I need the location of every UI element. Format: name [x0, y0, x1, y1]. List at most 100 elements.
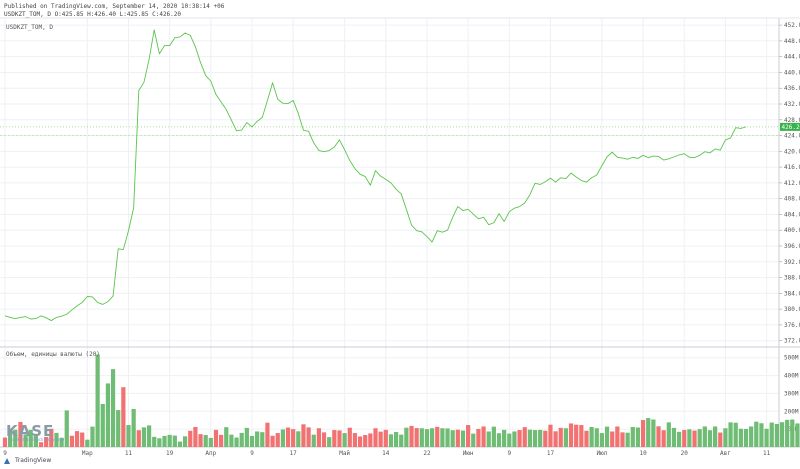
volume-bar[interactable] [728, 422, 733, 447]
volume-bar[interactable] [342, 433, 347, 447]
volume-bar[interactable] [378, 431, 383, 447]
volume-bar[interactable] [157, 438, 162, 447]
volume-bar[interactable] [682, 430, 687, 447]
volume-bar[interactable] [445, 428, 450, 447]
volume-bar[interactable] [49, 428, 54, 447]
volume-bar[interactable] [656, 426, 661, 447]
volume-bar[interactable] [543, 430, 548, 447]
volume-bar[interactable] [779, 422, 785, 447]
volume-bar[interactable] [517, 430, 522, 447]
volume-bar[interactable] [538, 429, 543, 447]
volume-bar[interactable] [574, 424, 579, 447]
volume-bar[interactable] [584, 430, 589, 447]
volume-bar[interactable] [743, 428, 749, 447]
volume-bar[interactable] [455, 429, 460, 447]
volume-bar[interactable] [90, 426, 95, 447]
volume-bar[interactable] [255, 431, 260, 447]
volume-bar[interactable] [440, 428, 445, 447]
volume-bar[interactable] [28, 429, 33, 447]
volume-bar[interactable] [95, 354, 100, 448]
volume-bar[interactable] [188, 430, 193, 447]
volume-bar[interactable] [270, 435, 275, 447]
volume-bar[interactable] [203, 435, 208, 447]
volume-bar[interactable] [450, 430, 455, 447]
volume-bar[interactable] [471, 433, 476, 447]
volume-bar[interactable] [476, 428, 481, 447]
volume-bar[interactable] [260, 432, 265, 447]
volume-bar[interactable] [718, 432, 723, 447]
price-line-series[interactable] [4, 29, 747, 322]
volume-bar[interactable] [213, 429, 219, 447]
volume-bar[interactable] [620, 432, 625, 447]
volume-bar[interactable] [80, 432, 85, 447]
volume-bar[interactable] [522, 427, 527, 447]
volume-bar[interactable] [790, 419, 795, 448]
volume-bar[interactable] [568, 423, 574, 447]
volume-bar[interactable] [424, 429, 430, 447]
volume-bar[interactable] [604, 426, 610, 447]
volume-bar[interactable] [558, 427, 563, 447]
volume-bar[interactable] [646, 418, 651, 447]
volume-bar[interactable] [393, 432, 399, 447]
volume-bar[interactable] [8, 430, 13, 447]
volume-bar[interactable] [306, 427, 311, 447]
volume-bar[interactable] [610, 431, 615, 447]
volume-bar[interactable] [172, 435, 177, 447]
volume-bar[interactable] [723, 428, 728, 447]
volume-bar[interactable] [707, 430, 713, 447]
volume-bar[interactable] [316, 428, 322, 447]
volume-bar[interactable] [676, 431, 682, 447]
volume-bar[interactable] [512, 431, 517, 447]
volume-bar[interactable] [589, 427, 594, 447]
volume-bar[interactable] [702, 426, 707, 447]
volume-bar[interactable] [491, 426, 496, 447]
volume-bar[interactable] [661, 430, 666, 447]
volume-bar[interactable] [388, 434, 394, 447]
volume-bar[interactable] [224, 427, 229, 447]
volume-bar[interactable] [198, 434, 203, 447]
volume-bar[interactable] [368, 433, 373, 447]
volume-bar[interactable] [219, 434, 224, 447]
volume-bar[interactable] [146, 425, 152, 447]
volume-bar[interactable] [409, 425, 414, 447]
volume-bar[interactable] [774, 423, 779, 447]
volume-bar[interactable] [687, 429, 692, 447]
volume-bar[interactable] [162, 435, 167, 447]
volume-bar[interactable] [373, 428, 378, 447]
volume-bar[interactable] [311, 434, 316, 447]
volume-bar[interactable] [85, 439, 90, 447]
volume-bar[interactable] [357, 436, 363, 447]
volume-bar[interactable] [136, 430, 141, 447]
volume-bar[interactable] [795, 423, 800, 447]
volume-bar[interactable] [749, 426, 754, 447]
volume-bar[interactable] [265, 422, 270, 447]
volume-bar[interactable] [23, 434, 28, 447]
volume-bar[interactable] [563, 428, 569, 447]
volume-bar[interactable] [733, 422, 738, 447]
volume-bar[interactable] [131, 408, 136, 447]
volume-bar[interactable] [105, 383, 111, 447]
volume-bar[interactable] [100, 403, 105, 447]
volume-bar[interactable] [615, 426, 620, 447]
volume-bar[interactable] [64, 410, 69, 447]
volume-bar[interactable] [435, 426, 440, 447]
volume-bar[interactable] [640, 420, 646, 447]
volume-bar[interactable] [239, 432, 244, 447]
volume-bar[interactable] [234, 437, 239, 447]
volume-bar[interactable] [54, 432, 59, 447]
volume-bar[interactable] [527, 429, 532, 447]
volume-bar[interactable] [352, 433, 358, 447]
volume-bar[interactable] [321, 432, 327, 447]
volume-bar[interactable] [296, 431, 301, 447]
volume-bar[interactable] [126, 425, 131, 447]
volume-bar[interactable] [69, 435, 75, 447]
tradingview-brand[interactable]: TradingView [4, 457, 51, 464]
volume-bar[interactable] [671, 427, 677, 447]
volume-bar[interactable] [769, 422, 774, 447]
volume-bar[interactable] [502, 429, 507, 447]
volume-bar[interactable] [182, 436, 188, 447]
volume-bar[interactable] [754, 421, 759, 447]
volume-bar[interactable] [44, 437, 49, 447]
volume-bar[interactable] [38, 442, 44, 447]
volume-bar[interactable] [208, 437, 213, 447]
